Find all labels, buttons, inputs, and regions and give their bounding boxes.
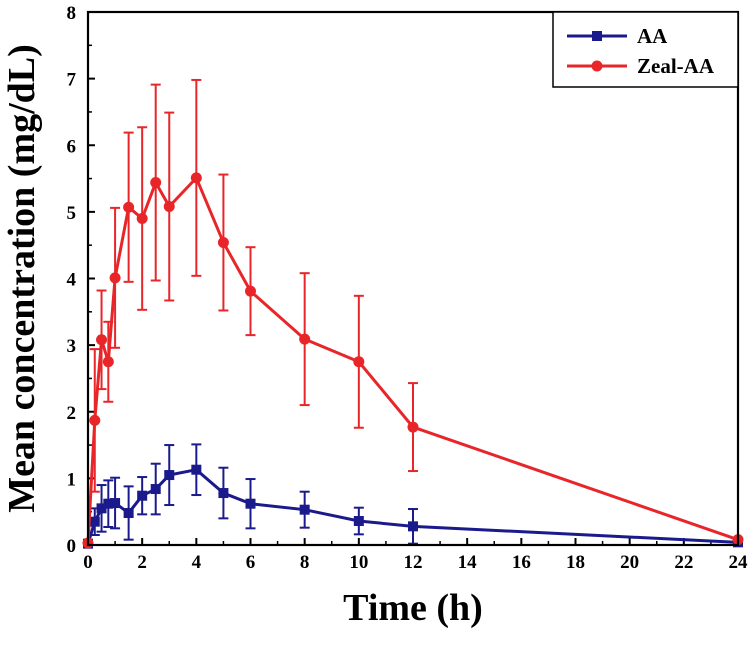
legend-label-aa: AA: [637, 24, 668, 48]
legend-entry-zeal-aa: Zeal-AA: [567, 54, 715, 78]
data-point: [96, 334, 108, 346]
x-tick-label: 2: [137, 552, 147, 573]
data-point: [353, 356, 365, 368]
data-point: [299, 504, 310, 515]
data-point: [110, 498, 121, 509]
y-axis-ticks: 0 1 2 3 4 5 6 7 8: [67, 3, 95, 557]
x-tick-label: 8: [300, 552, 310, 573]
data-point: [123, 201, 135, 213]
data-point: [163, 201, 175, 213]
x-tick-label: 16: [512, 552, 531, 573]
data-point: [190, 172, 202, 184]
y-tick-label: 5: [67, 203, 77, 224]
plot-frame: [86, 10, 740, 547]
x-tick-label: 4: [192, 552, 202, 573]
y-tick-label: 8: [67, 3, 77, 24]
data-point: [109, 272, 121, 284]
legend-marker-zeal-aa: [591, 60, 603, 72]
data-point: [150, 177, 162, 189]
series-layer: [82, 78, 744, 549]
data-point: [89, 516, 100, 527]
y-tick-label: 0: [67, 536, 77, 557]
data-point: [245, 498, 256, 509]
legend-label-zeal-aa: Zeal-AA: [637, 54, 715, 78]
data-point: [137, 490, 148, 501]
data-point: [96, 503, 107, 514]
data-point: [102, 356, 114, 368]
data-point: [164, 470, 175, 481]
y-tick-label: 4: [67, 270, 77, 291]
error-bars-zeal-aa: [89, 78, 418, 493]
data-point: [191, 464, 202, 475]
data-point: [103, 498, 114, 509]
data-point: [218, 488, 229, 499]
data-point: [353, 516, 364, 527]
y-tick-label: 1: [67, 469, 77, 490]
x-tick-label: 20: [620, 552, 639, 573]
data-point: [299, 333, 311, 345]
y-tick-label: 6: [67, 136, 77, 157]
series-line-zeal-aa: [86, 175, 739, 544]
data-point: [150, 484, 161, 495]
x-axis-ticks: 0 2 4 6 8 10 12 14 16 18 20 22 24: [83, 538, 748, 573]
x-tick-label: 10: [349, 552, 368, 573]
legend-box: [552, 11, 739, 88]
legend: AA Zeal-AA: [552, 11, 739, 88]
y-tick-label: 3: [67, 336, 77, 357]
legend-entry-aa: AA: [567, 24, 668, 48]
x-tick-label: 24: [729, 552, 749, 573]
x-tick-label: 6: [246, 552, 256, 573]
x-axis-title: Time (h): [343, 587, 483, 629]
data-point: [123, 508, 134, 519]
data-point: [217, 237, 229, 249]
x-tick-label: 0: [83, 552, 93, 573]
series-zeal-aa: [82, 78, 744, 549]
y-tick-label: 2: [67, 403, 77, 424]
data-point: [245, 285, 256, 297]
legend-marker-aa: [592, 31, 602, 41]
data-point: [89, 414, 101, 426]
x-tick-label: 14: [458, 552, 478, 573]
x-tick-label: 22: [674, 552, 693, 573]
x-tick-label: 18: [566, 552, 585, 573]
y-axis-title: Mean concentration (mg/dL): [1, 44, 43, 513]
data-point: [407, 421, 419, 433]
data-point: [136, 213, 148, 225]
data-point: [408, 521, 418, 532]
x-tick-label: 12: [404, 552, 423, 573]
y-tick-label: 7: [67, 70, 77, 91]
